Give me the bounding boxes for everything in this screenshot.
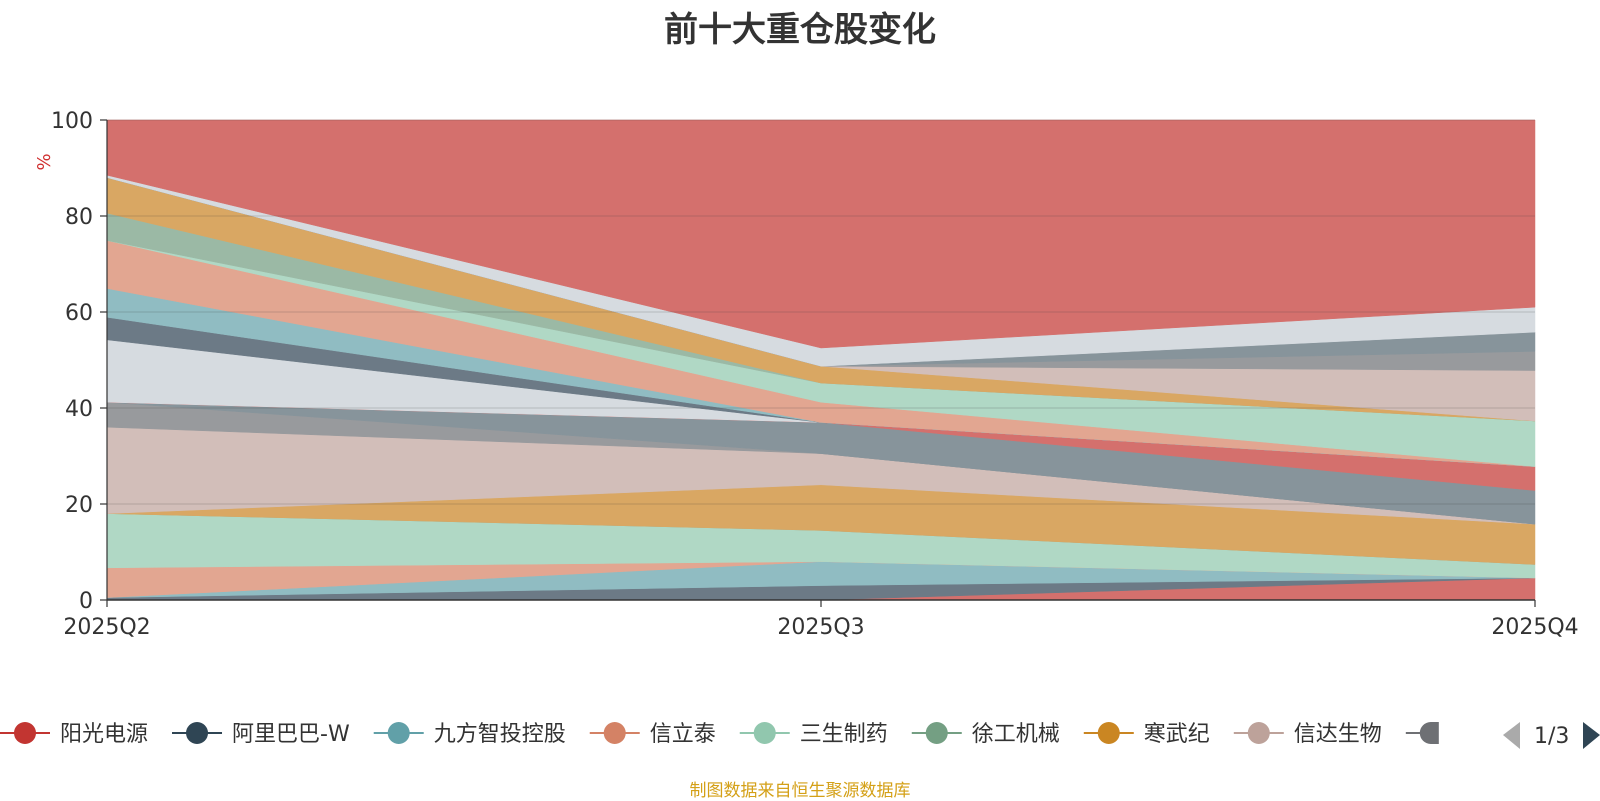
legend-item-4[interactable]: 三生制药 [739,722,888,747]
y-tick-label-5: 100 [51,109,93,134]
legend-item-5[interactable]: 徐工机械 [911,722,1060,747]
legend-item-overflow[interactable] [1405,722,1439,744]
x-tick-label-0: 2025Q2 [63,615,150,640]
legend-marker-7 [1247,722,1270,744]
legend-marker-5 [925,722,948,744]
legend-item-7[interactable]: 信达生物 [1233,722,1382,747]
legend-label-0: 阳光电源 [60,722,148,747]
legend-label-1: 阿里巴巴-W [232,722,350,747]
axes: 0 20 40 60 80 100% 2025Q2 2025Q3 2025Q4 [34,109,1579,640]
chart-title: 前十大重仓股变化 [664,10,936,50]
legend-item-6[interactable]: 寒武纪 [1083,722,1210,747]
legend-item-2[interactable]: 九方智投控股 [373,722,566,747]
x-tick-label-2: 2025Q4 [1491,615,1578,640]
legend-item-3[interactable]: 信立泰 [589,722,716,747]
y-tick-label-3: 60 [65,301,93,326]
legend-pager[interactable]: 1/3 [1503,722,1600,749]
legend-marker-3 [603,722,626,744]
legend-label-6: 寒武纪 [1144,722,1210,747]
y-axis-label: % [34,153,55,170]
legend-label-2: 九方智投控股 [434,722,566,747]
legend-marker-overflow [1419,722,1439,744]
legend-label-5: 徐工机械 [972,722,1060,747]
legend-page-indicator: 1/3 [1534,724,1569,749]
legend[interactable]: 阳光电源 阿里巴巴-W 九方智投控股 信立泰 三生制药 徐工机械 寒武纪 信达生物 1/3 [0,722,1600,749]
y-tick-label-0: 0 [79,589,93,614]
legend-label-4: 三生制药 [800,722,888,747]
x-tick-label-1: 2025Q3 [777,615,864,640]
legend-label-3: 信立泰 [650,722,716,747]
legend-marker-0 [14,722,36,744]
legend-next-page-icon[interactable] [1583,722,1600,749]
legend-marker-2 [387,722,410,744]
y-tick-label-4: 80 [65,205,93,230]
legend-marker-1 [186,722,209,744]
footer-note: 制图数据来自恒生聚源数据库 [689,781,911,801]
area-layers [106,119,1536,601]
legend-marker-6 [1097,722,1120,744]
legend-prev-page-icon[interactable] [1503,722,1520,749]
y-tick-label-1: 20 [65,493,93,518]
y-tick-label-2: 40 [65,397,93,422]
legend-item-1[interactable]: 阿里巴巴-W [172,722,350,747]
legend-item-0[interactable]: 阳光电源 [0,722,148,747]
legend-label-7: 信达生物 [1294,722,1382,747]
legend-marker-4 [753,722,776,744]
